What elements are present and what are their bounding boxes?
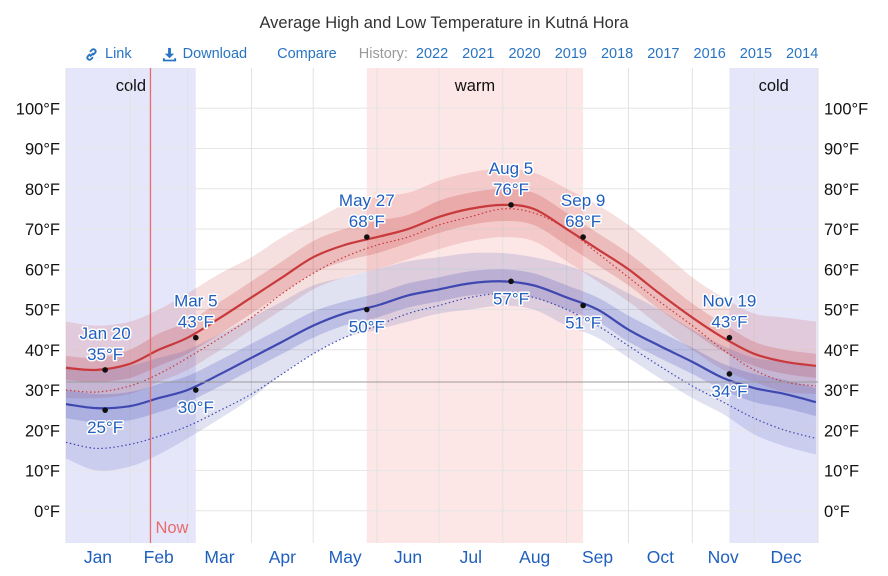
annotation-value-label: 76°F [493,180,529,199]
low-temperature-line [65,280,817,410]
link-button[interactable]: Link [84,46,132,62]
x-tick-label-aug: Aug [519,547,550,567]
y-tick-label-right: 20°F [824,422,859,440]
x-tick-label-feb: Feb [144,547,174,567]
high-temperature-line [65,203,817,372]
season-band-cold [66,68,196,543]
season-label-cold: cold [116,77,146,95]
high-inner-band [66,188,816,383]
y-tick-label-right: 90°F [824,141,859,159]
history-year-2021[interactable]: 2021 [462,46,495,62]
annotation-value-label: 25°F [87,418,123,437]
x-tick-label-oct: Oct [647,547,674,567]
history-year-2017[interactable]: 2017 [647,46,680,62]
annotation-date-label: May 27 [339,191,395,210]
history-year-2015[interactable]: 2015 [739,46,773,62]
annotation-value-label: 68°F [565,212,601,231]
annotation-date-label: Mar 5 [174,292,217,311]
y-tick-label-left: 90°F [25,141,60,159]
annotation-point [192,387,199,393]
y-tick-label-left: 50°F [25,302,60,320]
annotation-point [192,334,199,341]
annotation-value-label: 50°F [349,318,385,337]
y-tick-label-right: 100°F [824,100,868,118]
annotation-point [102,367,108,373]
history-label: History: [358,46,408,62]
history-year-2016[interactable]: 2016 [693,46,726,62]
y-tick-label-right: 10°F [824,463,859,481]
high-dotted-line [65,208,817,393]
x-tick-label-may: May [329,547,362,567]
x-tick-label-jul: Jul [460,547,482,567]
high-outer-band [66,168,816,399]
y-tick-label-left: 80°F [25,181,60,199]
y-tick-label-right: 60°F [824,261,859,279]
season-band-cold [729,68,818,543]
y-tick-label-right: 70°F [824,221,859,239]
y-tick-label-right: 30°F [824,382,859,400]
annotation-date-label: Jan 20 [80,324,131,343]
chart-title: Average High and Low Temperature in Kutn… [259,14,629,32]
y-tick-label-left: 70°F [25,221,60,239]
y-tick-label-left: 30°F [25,382,60,400]
season-label-warm: warm [454,77,495,95]
season-label-cold: cold [759,77,789,95]
y-tick-label-right: 50°F [824,302,859,320]
low-dotted-line [65,292,817,450]
x-tick-label-jun: Jun [394,547,422,567]
x-tick-label-nov: Nov [708,547,739,567]
x-tick-label-jan: Jan [84,547,112,567]
annotation-value-label: 30°F [178,398,214,417]
x-tick-label-dec: Dec [771,547,802,567]
y-tick-label-left: 60°F [25,261,60,279]
x-tick-label-apr: Apr [269,547,296,567]
annotation-date-label: Aug 5 [489,159,533,178]
download-label: Download [182,46,248,62]
annotation-point [726,334,733,341]
history-year-2020[interactable]: 2020 [508,46,541,62]
annotation-date-label: Nov 19 [702,292,756,311]
annotation-point [580,302,586,309]
toolbar: Link Download Compare History: 2022 2021… [84,44,832,64]
link-label: Link [105,46,132,62]
annotation-point [364,306,370,313]
annotation-value-label: 68°F [349,212,385,231]
x-tick-label-mar: Mar [204,547,234,567]
compare-button[interactable]: Compare [277,46,337,62]
annotation-value-label: 35°F [87,345,123,364]
history-year-2018[interactable]: 2018 [600,46,634,62]
y-tick-label-right: 80°F [824,181,859,199]
annotation-value-label: 43°F [178,313,214,332]
low-outer-band [66,252,816,471]
annotation-point [580,234,586,240]
annotation-value-label: 57°F [493,289,529,308]
annotation-point [364,234,370,240]
x-tick-label-sep: Sep [582,547,613,567]
y-tick-label-left: 10°F [25,463,60,481]
annotation-date-label: Sep 9 [561,191,605,210]
y-tick-label-right: 0°F [824,503,850,521]
annotation-point [726,371,733,377]
annotation-point [508,202,514,208]
download-button[interactable]: Download [162,46,248,62]
y-tick-label-left: 100°F [16,100,60,118]
history-year-2019[interactable]: 2019 [554,46,587,62]
download-icon [162,47,176,61]
now-label: Now [155,519,188,537]
y-tick-label-left: 40°F [25,342,60,360]
annotation-value-label: 34°F [711,382,747,401]
annotation-value-label: 51°F [565,314,601,333]
history-year-2022[interactable]: 2022 [415,46,449,62]
link-icon [86,47,97,61]
annotation-value-label: 43°F [711,313,747,332]
history-year-2014[interactable]: 2014 [786,46,819,62]
low-inner-band [66,269,816,423]
y-tick-label-left: 20°F [25,422,60,440]
y-tick-label-right: 40°F [824,342,859,360]
y-tick-label-left: 0°F [34,503,60,521]
annotation-point [102,407,108,413]
annotation-point [508,278,514,285]
season-band-warm [366,68,584,543]
